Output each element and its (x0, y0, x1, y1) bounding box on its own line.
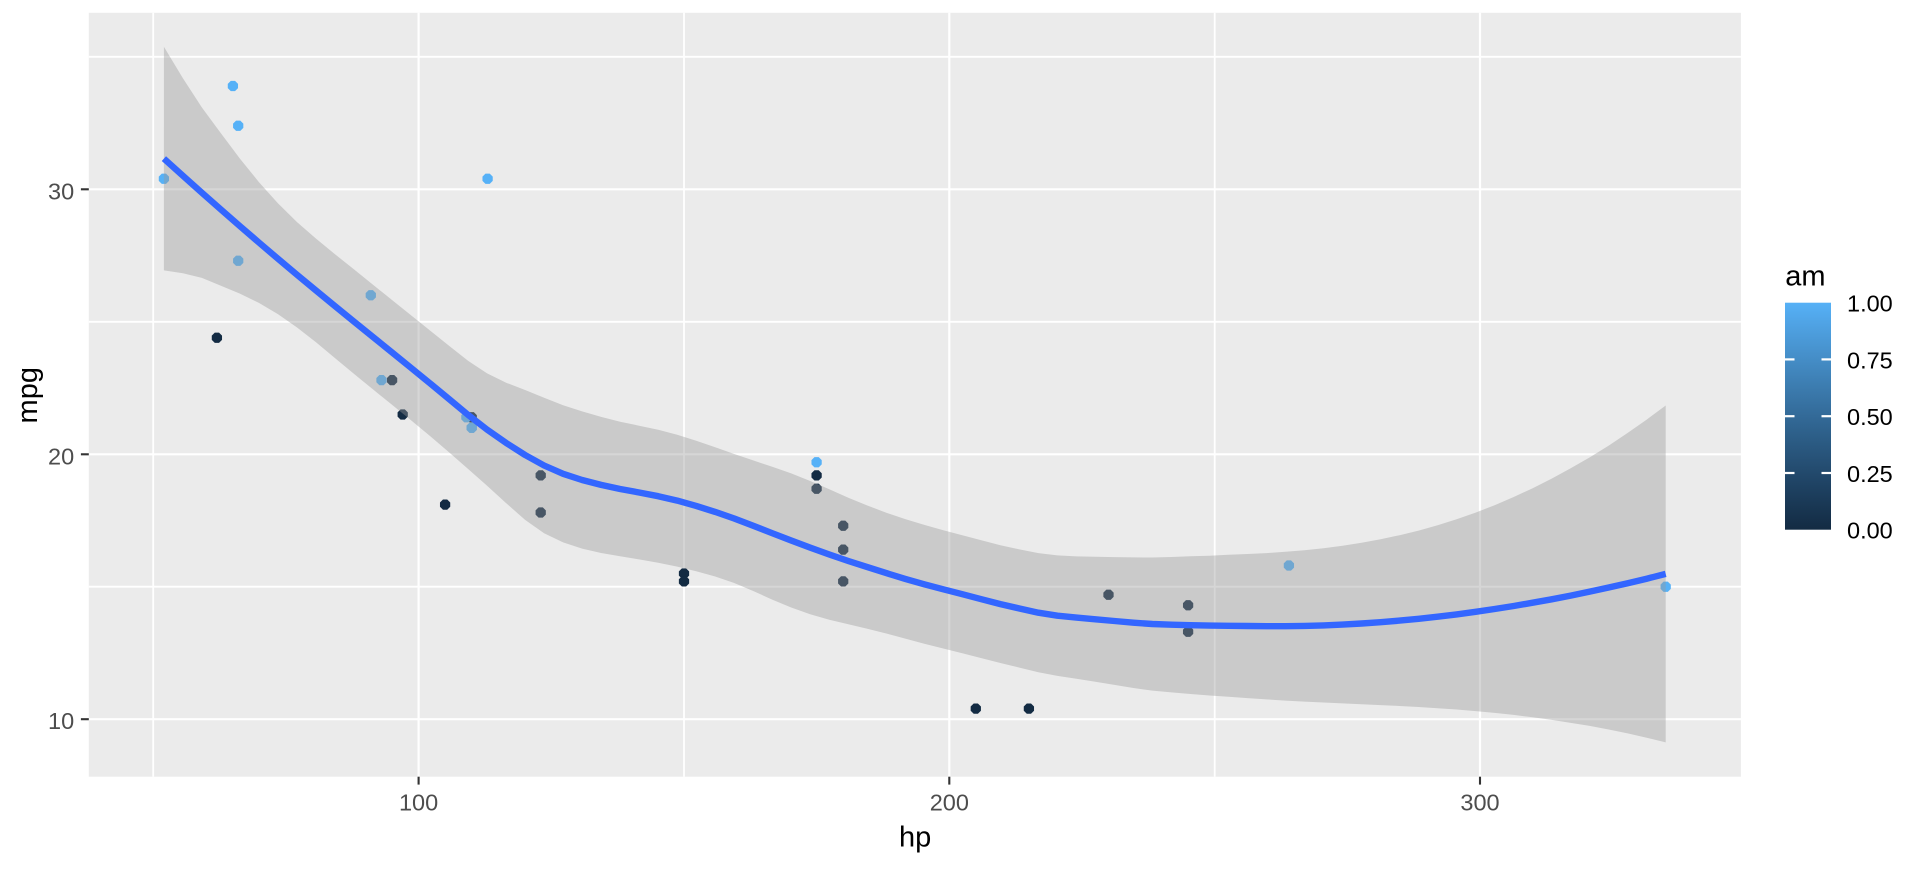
svg-text:10: 10 (48, 708, 74, 734)
svg-text:0.50: 0.50 (1847, 404, 1893, 430)
svg-text:200: 200 (930, 790, 969, 816)
svg-text:hp: hp (899, 822, 931, 854)
svg-text:0.25: 0.25 (1847, 461, 1893, 487)
svg-text:300: 300 (1460, 790, 1499, 816)
svg-text:1.00: 1.00 (1847, 291, 1893, 317)
svg-text:30: 30 (48, 178, 74, 204)
svg-text:mpg: mpg (12, 367, 44, 423)
svg-text:am: am (1785, 260, 1825, 292)
svg-text:0.75: 0.75 (1847, 347, 1893, 373)
svg-text:100: 100 (399, 790, 438, 816)
svg-text:0.00: 0.00 (1847, 518, 1893, 544)
svg-text:20: 20 (48, 443, 74, 469)
